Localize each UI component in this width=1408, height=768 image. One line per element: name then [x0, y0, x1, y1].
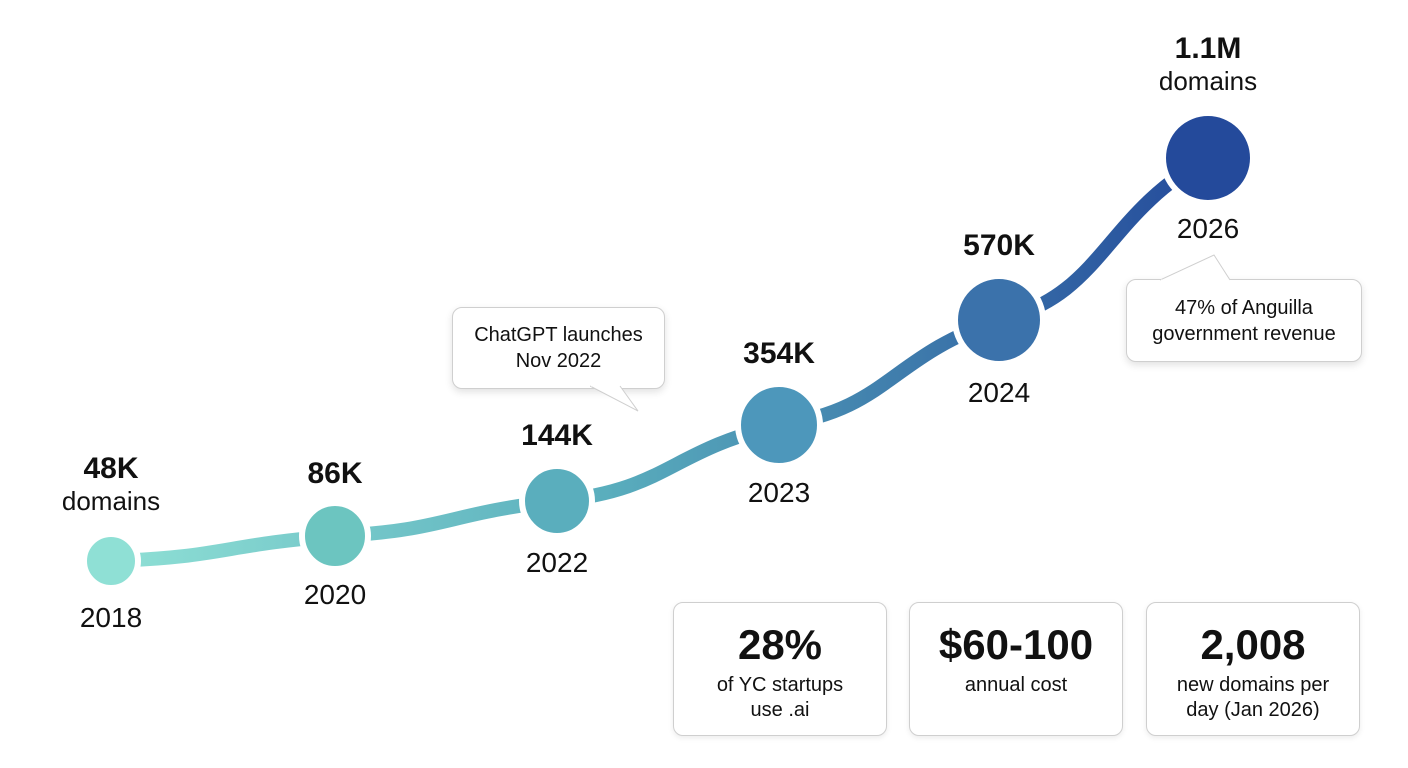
stat-card-yc: 28% of YC startups use .ai: [673, 602, 887, 736]
annotation-line: ChatGPT launches: [474, 324, 643, 346]
data-point-2024: [952, 273, 1046, 367]
bubble-tail: [590, 385, 639, 412]
value-label: 48K domains: [61, 452, 161, 516]
stat-desc: annual cost: [964, 674, 1068, 696]
value-label: 1.1M domains: [1158, 32, 1258, 96]
year-label: 2023: [747, 477, 811, 508]
data-point-2020: [299, 500, 371, 572]
stat-value: 2,008: [1200, 621, 1306, 668]
year-label: 2022: [525, 547, 589, 578]
data-point-2022: [519, 463, 595, 539]
year-label: 2020: [303, 579, 367, 610]
bubble-tail: [1160, 254, 1231, 281]
stat-desc: new domains per day (Jan 2026): [1176, 674, 1330, 721]
data-point-2026: [1160, 110, 1256, 206]
annotation-anguilla: 47% of Anguilla government revenue: [1126, 279, 1362, 362]
value-label: 86K: [307, 457, 363, 490]
value-label: 354K: [743, 337, 815, 370]
year-label: 2018: [79, 602, 143, 633]
stat-card-cost: $60-100 annual cost: [909, 602, 1123, 736]
value-label: 144K: [521, 419, 593, 452]
annotation-line: 47% of Anguilla: [1175, 296, 1313, 319]
annotation-line: Nov 2022: [515, 350, 602, 372]
annotation-chatgpt: ChatGPT launches Nov 2022: [452, 307, 665, 389]
data-point-2018: [81, 531, 141, 591]
stat-desc: of YC startups use .ai: [716, 674, 844, 721]
annotation-line: government revenue: [1152, 322, 1336, 345]
year-label: 2026: [1176, 213, 1240, 244]
stat-value: 28%: [737, 621, 823, 668]
value-label: 570K: [963, 229, 1035, 262]
data-point-2023: [735, 381, 823, 469]
stat-value: $60-100: [938, 621, 1094, 668]
year-label: 2024: [967, 377, 1031, 408]
stat-card-daily: 2,008 new domains per day (Jan 2026): [1146, 602, 1360, 736]
